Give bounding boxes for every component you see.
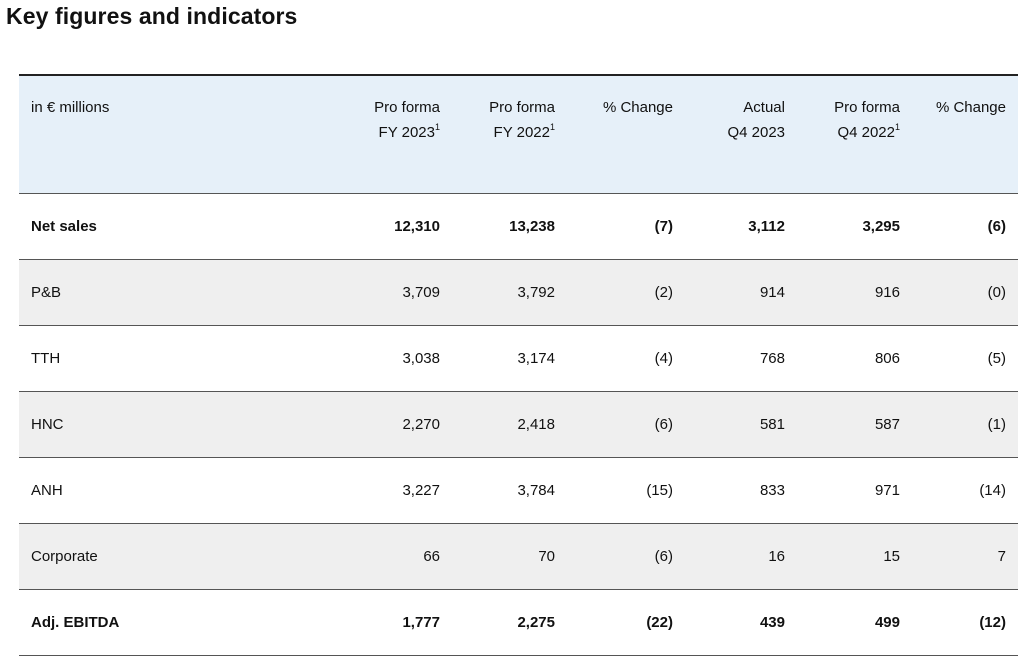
- column-header: Pro forma FY 20221: [452, 75, 567, 194]
- column-header-line1: % Change: [602, 99, 673, 116]
- table-cell: 16: [768, 548, 785, 565]
- table-row: Adj. EBITDA 1,777 2,275 (22) 439 499 (12): [19, 590, 1018, 656]
- row-label: ANH: [31, 482, 63, 499]
- table-cell: 3,709: [402, 284, 440, 301]
- table-cell: (6): [987, 218, 1006, 235]
- table-cell: 2,418: [517, 416, 555, 433]
- table-cell: 70: [538, 548, 555, 565]
- column-header: Pro forma FY 20231: [349, 75, 452, 194]
- column-header: Actual Q4 2023: [685, 75, 797, 194]
- page-title: Key figures and indicators: [6, 3, 298, 29]
- row-label: P&B: [31, 284, 62, 301]
- table-cell: (2): [654, 284, 673, 301]
- table-cell: 3,295: [862, 218, 900, 235]
- table-row: ANH 3,227 3,784 (15) 833 971 (14): [19, 458, 1018, 524]
- key-figures-table: in € millions Pro forma FY 20231 Pro forma F…: [19, 74, 1018, 656]
- table-cell: 12,310: [394, 218, 440, 235]
- row-label: Corporate: [31, 548, 98, 565]
- table-cell: 3,112: [748, 218, 785, 235]
- column-header-line2: Q4 2023: [727, 124, 785, 141]
- table-cell: 3,174: [517, 350, 555, 367]
- table-cell: 3,038: [402, 350, 440, 367]
- table-body: Net sales 12,310 13,238 (7) 3,112 3,295 (6) P&B…: [19, 194, 1018, 656]
- table-cell: 971: [874, 482, 900, 499]
- key-figures-table-container: in € millions Pro forma FY 20231 Pro forma F…: [19, 74, 1018, 656]
- column-header: in € millions: [19, 75, 349, 194]
- row-label: Net sales: [31, 218, 97, 235]
- table-header: in € millions Pro forma FY 20231 Pro forma F…: [19, 75, 1018, 194]
- table-cell: (7): [654, 218, 673, 235]
- table-cell: (15): [646, 482, 673, 499]
- table-row: TTH 3,038 3,174 (4) 768 806 (5): [19, 326, 1018, 392]
- table-cell: 439: [759, 614, 785, 631]
- footnote-marker: 1: [434, 122, 440, 132]
- table-cell: 7: [997, 548, 1006, 565]
- table-cell: (12): [979, 614, 1006, 631]
- table-cell: 916: [874, 284, 900, 301]
- table-cell: (6): [654, 548, 673, 565]
- table-cell: 15: [883, 548, 900, 565]
- row-label: TTH: [31, 350, 61, 367]
- table-cell: 2,275: [517, 614, 555, 631]
- column-header: % Change: [567, 75, 685, 194]
- column-header-line1: Pro forma: [834, 99, 900, 116]
- table-cell: 1,777: [402, 614, 440, 631]
- table-cell: 581: [759, 416, 785, 433]
- table-cell: 3,792: [517, 284, 555, 301]
- row-label: HNC: [31, 416, 64, 433]
- table-cell: 3,227: [402, 482, 440, 499]
- table-cell: (0): [987, 284, 1006, 301]
- table-cell: (6): [654, 416, 673, 433]
- table-cell: (4): [654, 350, 673, 367]
- column-header-line1: % Change: [935, 99, 1006, 116]
- column-header: % Change: [912, 75, 1018, 194]
- footnote-marker: 1: [549, 122, 555, 132]
- table-cell: (14): [979, 482, 1006, 499]
- table-cell: 587: [874, 416, 900, 433]
- column-header-line2: Q4 2022: [837, 124, 895, 141]
- table-cell: (1): [987, 416, 1006, 433]
- table-cell: 768: [759, 350, 785, 367]
- footnote-marker: 1: [894, 122, 900, 132]
- column-header-line1: Pro forma: [374, 99, 440, 116]
- column-header: Pro forma Q4 20221: [797, 75, 912, 194]
- table-cell: 66: [423, 548, 440, 565]
- table-row: P&B 3,709 3,792 (2) 914 916 (0): [19, 259, 1018, 326]
- table-cell: 499: [874, 614, 900, 631]
- table-cell: 914: [759, 284, 785, 301]
- column-header-line2: FY 2022: [493, 124, 550, 141]
- table-row: HNC 2,270 2,418 (6) 581 587 (1): [19, 391, 1018, 458]
- table-cell: (22): [646, 614, 673, 631]
- table-row: Corporate 66 70 (6) 16 15 7: [19, 523, 1018, 590]
- table-cell: 2,270: [402, 416, 440, 433]
- column-header-line1: in € millions: [31, 99, 110, 116]
- column-header-line1: Pro forma: [489, 99, 555, 116]
- table-cell: 3,784: [517, 482, 555, 499]
- table-cell: 833: [759, 482, 785, 499]
- header-row: in € millions Pro forma FY 20231 Pro forma F…: [19, 75, 1018, 194]
- row-label: Adj. EBITDA: [31, 614, 120, 631]
- table-cell: 806: [874, 350, 900, 367]
- table-row: Net sales 12,310 13,238 (7) 3,112 3,295 (6): [19, 194, 1018, 260]
- column-header-line1: Actual: [743, 99, 785, 116]
- table-cell: 13,238: [509, 218, 555, 235]
- table-cell: (5): [987, 350, 1006, 367]
- column-header-line2: FY 2023: [378, 124, 435, 141]
